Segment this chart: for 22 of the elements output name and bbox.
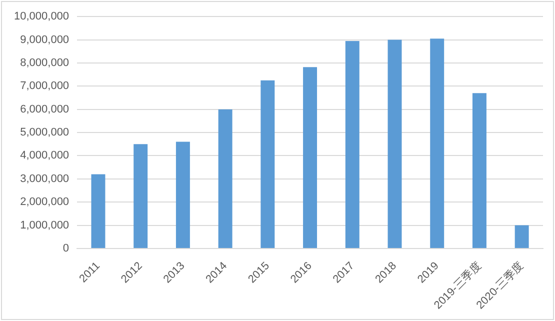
y-tick-label: 5,000,000 bbox=[20, 126, 70, 139]
y-tick-label: 2,000,000 bbox=[20, 196, 70, 208]
bar bbox=[388, 40, 402, 248]
y-tick-label: 3,000,000 bbox=[20, 172, 70, 185]
bar bbox=[303, 67, 318, 248]
bar bbox=[345, 40, 360, 248]
bar bbox=[430, 38, 444, 248]
bar bbox=[260, 80, 275, 248]
bar bbox=[134, 144, 148, 248]
y-tick-label: 6,000,000 bbox=[20, 103, 70, 116]
y-tick-label: 4,000,000 bbox=[20, 150, 70, 162]
y-tick-label: 10,000,000 bbox=[14, 10, 70, 23]
bar bbox=[218, 109, 232, 248]
y-tick-label: 1,000,000 bbox=[20, 219, 70, 232]
bar bbox=[176, 142, 190, 248]
y-tick-label: 9,000,000 bbox=[20, 34, 70, 46]
y-tick-label: 7,000,000 bbox=[20, 80, 70, 92]
bar bbox=[472, 93, 486, 248]
y-tick-label: 8,000,000 bbox=[20, 57, 70, 69]
bar bbox=[91, 174, 106, 248]
y-tick-label: 0 bbox=[62, 242, 70, 254]
bar bbox=[514, 225, 529, 248]
